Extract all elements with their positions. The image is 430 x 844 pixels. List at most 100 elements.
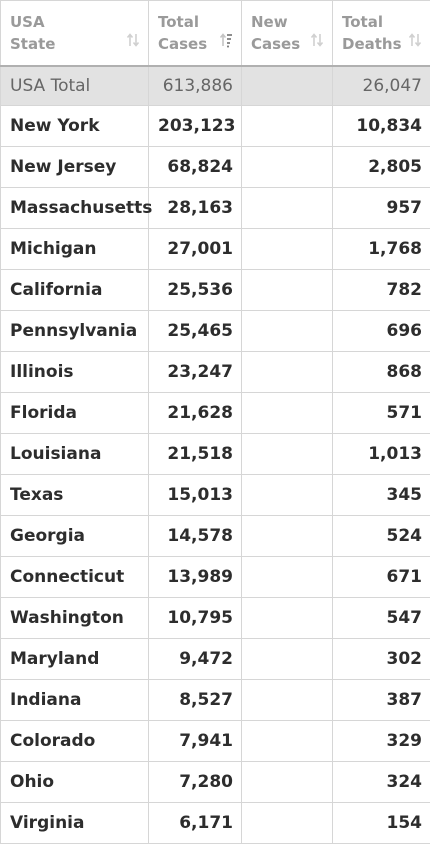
total-deaths-cell: 345: [332, 474, 430, 516]
header-total-deaths[interactable]: Total Deaths: [332, 0, 430, 67]
new-cases-cell: [241, 474, 333, 516]
header-new-cases-line1: New: [251, 12, 288, 31]
total-deaths-cell: 1,768: [332, 228, 430, 270]
table-header-row: USA State Total Cases New Cases: [0, 0, 430, 67]
total-cases-cell: 14,578: [148, 515, 242, 557]
table-row: Michigan 27,001 1,768: [0, 228, 430, 270]
total-cases-cell: 23,247: [148, 351, 242, 393]
total-cases-cell: 25,465: [148, 310, 242, 352]
total-cases-cell: 25,536: [148, 269, 242, 311]
total-deaths-cell: 547: [332, 597, 430, 639]
total-cases-cell: 10,795: [148, 597, 242, 639]
table-row: Washington 10,795 547: [0, 597, 430, 639]
total-deaths-cell: 671: [332, 556, 430, 598]
new-cases-cell: [241, 105, 333, 147]
header-new-cases[interactable]: New Cases: [241, 0, 333, 67]
total-cases-cell: 6,171: [148, 802, 242, 844]
new-cases-cell: [241, 761, 333, 803]
new-cases-cell: [241, 187, 333, 229]
table-row: Maryland 9,472 302: [0, 638, 430, 680]
new-cases-cell: [241, 802, 333, 844]
new-cases-cell: [241, 638, 333, 680]
state-name-cell[interactable]: New Jersey: [0, 146, 149, 188]
state-name-cell[interactable]: Illinois: [0, 351, 149, 393]
total-deaths-cell: 387: [332, 679, 430, 721]
total-cases-cell: 203,123: [148, 105, 242, 147]
total-deaths-cell: 324: [332, 761, 430, 803]
header-total-deaths-line2: Deaths: [342, 34, 402, 53]
table-row: Georgia 14,578 524: [0, 515, 430, 557]
total-deaths-cell: 329: [332, 720, 430, 762]
header-usa-state[interactable]: USA State: [0, 0, 149, 67]
state-name-cell[interactable]: New York: [0, 105, 149, 147]
sort-arrows-icon[interactable]: [126, 32, 140, 48]
new-cases-cell: [241, 392, 333, 434]
total-deaths-cell: 957: [332, 187, 430, 229]
table-row: Illinois 23,247 868: [0, 351, 430, 393]
total-deaths-cell: 10,834: [332, 105, 430, 147]
header-total-deaths-line1: Total: [342, 12, 383, 31]
total-deaths-cell: 571: [332, 392, 430, 434]
new-cases-cell: [241, 351, 333, 393]
new-cases-cell: [241, 433, 333, 475]
sort-descending-icon[interactable]: [219, 32, 233, 48]
new-cases-cell: [241, 556, 333, 598]
state-name-cell[interactable]: Georgia: [0, 515, 149, 557]
total-deaths-cell: 868: [332, 351, 430, 393]
total-cases-cell: 68,824: [148, 146, 242, 188]
new-cases-cell: [241, 269, 333, 311]
total-deaths-cell: 782: [332, 269, 430, 311]
total-new-cases-cell: [241, 65, 333, 106]
state-name-cell[interactable]: Michigan: [0, 228, 149, 270]
state-name-cell[interactable]: Connecticut: [0, 556, 149, 598]
table-row: Florida 21,628 571: [0, 392, 430, 434]
table-row: Louisiana 21,518 1,013: [0, 433, 430, 475]
state-name-cell[interactable]: Louisiana: [0, 433, 149, 475]
state-name-cell[interactable]: Indiana: [0, 679, 149, 721]
new-cases-cell: [241, 228, 333, 270]
total-cases-cell: 21,628: [148, 392, 242, 434]
total-cases-cell: 7,280: [148, 761, 242, 803]
table-row: Colorado 7,941 329: [0, 720, 430, 762]
table-body: USA Total 613,886 26,047 New York 203,123…: [0, 65, 430, 844]
total-cases-cell: 8,527: [148, 679, 242, 721]
state-name-cell[interactable]: Texas: [0, 474, 149, 516]
table-row: Virginia 6,171 154: [0, 802, 430, 844]
table-row: New York 203,123 10,834: [0, 105, 430, 147]
total-deaths-cell: 26,047: [332, 65, 430, 106]
total-deaths-cell: 1,013: [332, 433, 430, 475]
total-cases-cell: 21,518: [148, 433, 242, 475]
table-row: Ohio 7,280 324: [0, 761, 430, 803]
table-row: Connecticut 13,989 671: [0, 556, 430, 598]
header-usa-state-line2: State: [10, 34, 56, 53]
new-cases-cell: [241, 720, 333, 762]
table-row: California 25,536 782: [0, 269, 430, 311]
total-deaths-cell: 2,805: [332, 146, 430, 188]
state-name-cell[interactable]: Virginia: [0, 802, 149, 844]
header-total-cases[interactable]: Total Cases: [148, 0, 242, 67]
state-name-cell[interactable]: Massachusetts: [0, 187, 152, 229]
new-cases-cell: [241, 146, 333, 188]
total-cases-cell: 613,886: [148, 65, 242, 106]
state-name-cell[interactable]: Ohio: [0, 761, 149, 803]
sort-arrows-icon[interactable]: [310, 32, 324, 48]
total-deaths-cell: 302: [332, 638, 430, 680]
state-name-cell[interactable]: Pennsylvania: [0, 310, 149, 352]
new-cases-cell: [241, 515, 333, 557]
state-name-cell[interactable]: Maryland: [0, 638, 149, 680]
state-name-cell[interactable]: Colorado: [0, 720, 149, 762]
table-row: Pennsylvania 25,465 696: [0, 310, 430, 352]
state-name-cell[interactable]: Washington: [0, 597, 149, 639]
state-name-cell[interactable]: California: [0, 269, 149, 311]
table-row: New Jersey 68,824 2,805: [0, 146, 430, 188]
sort-arrows-icon[interactable]: [408, 32, 422, 48]
table-row: Indiana 8,527 387: [0, 679, 430, 721]
header-usa-state-line1: USA: [10, 12, 45, 31]
state-name-cell[interactable]: Florida: [0, 392, 149, 434]
total-deaths-cell: 154: [332, 802, 430, 844]
total-deaths-cell: 524: [332, 515, 430, 557]
new-cases-cell: [241, 679, 333, 721]
total-cases-cell: 9,472: [148, 638, 242, 680]
table-row: Massachusetts 28,163 957: [0, 187, 430, 229]
